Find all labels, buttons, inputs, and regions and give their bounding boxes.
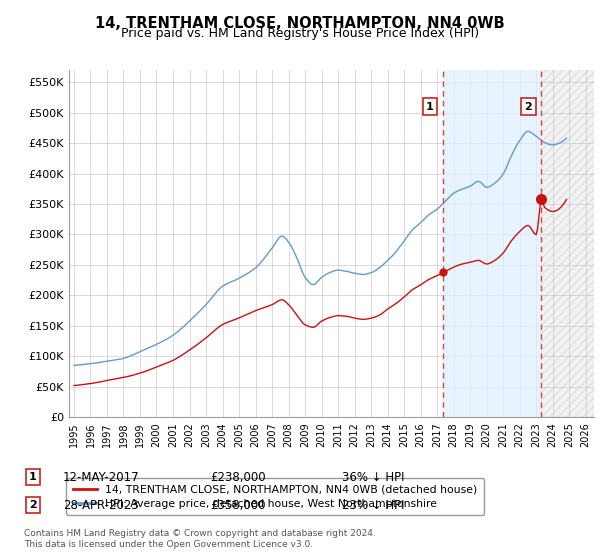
Text: 36% ↓ HPI: 36% ↓ HPI: [342, 470, 404, 484]
Text: 12-MAY-2017: 12-MAY-2017: [63, 470, 140, 484]
Bar: [541, 70, 594, 417]
Bar: [443, 70, 541, 417]
Text: Contains HM Land Registry data © Crown copyright and database right 2024.: Contains HM Land Registry data © Crown c…: [24, 529, 376, 538]
Text: £358,000: £358,000: [210, 498, 265, 512]
Legend: 14, TRENTHAM CLOSE, NORTHAMPTON, NN4 0WB (detached house), HPI: Average price, d: 14, TRENTHAM CLOSE, NORTHAMPTON, NN4 0WB…: [67, 478, 484, 515]
Text: 2: 2: [524, 101, 532, 111]
Text: 2: 2: [29, 500, 37, 510]
Text: 14, TRENTHAM CLOSE, NORTHAMPTON, NN4 0WB: 14, TRENTHAM CLOSE, NORTHAMPTON, NN4 0WB: [95, 16, 505, 31]
Text: 23% ↓ HPI: 23% ↓ HPI: [342, 498, 404, 512]
Text: 28-APR-2023: 28-APR-2023: [63, 498, 139, 512]
Text: Price paid vs. HM Land Registry's House Price Index (HPI): Price paid vs. HM Land Registry's House …: [121, 27, 479, 40]
Text: 1: 1: [426, 101, 434, 111]
Text: 1: 1: [29, 472, 37, 482]
Text: This data is licensed under the Open Government Licence v3.0.: This data is licensed under the Open Gov…: [24, 540, 313, 549]
Text: £238,000: £238,000: [210, 470, 266, 484]
